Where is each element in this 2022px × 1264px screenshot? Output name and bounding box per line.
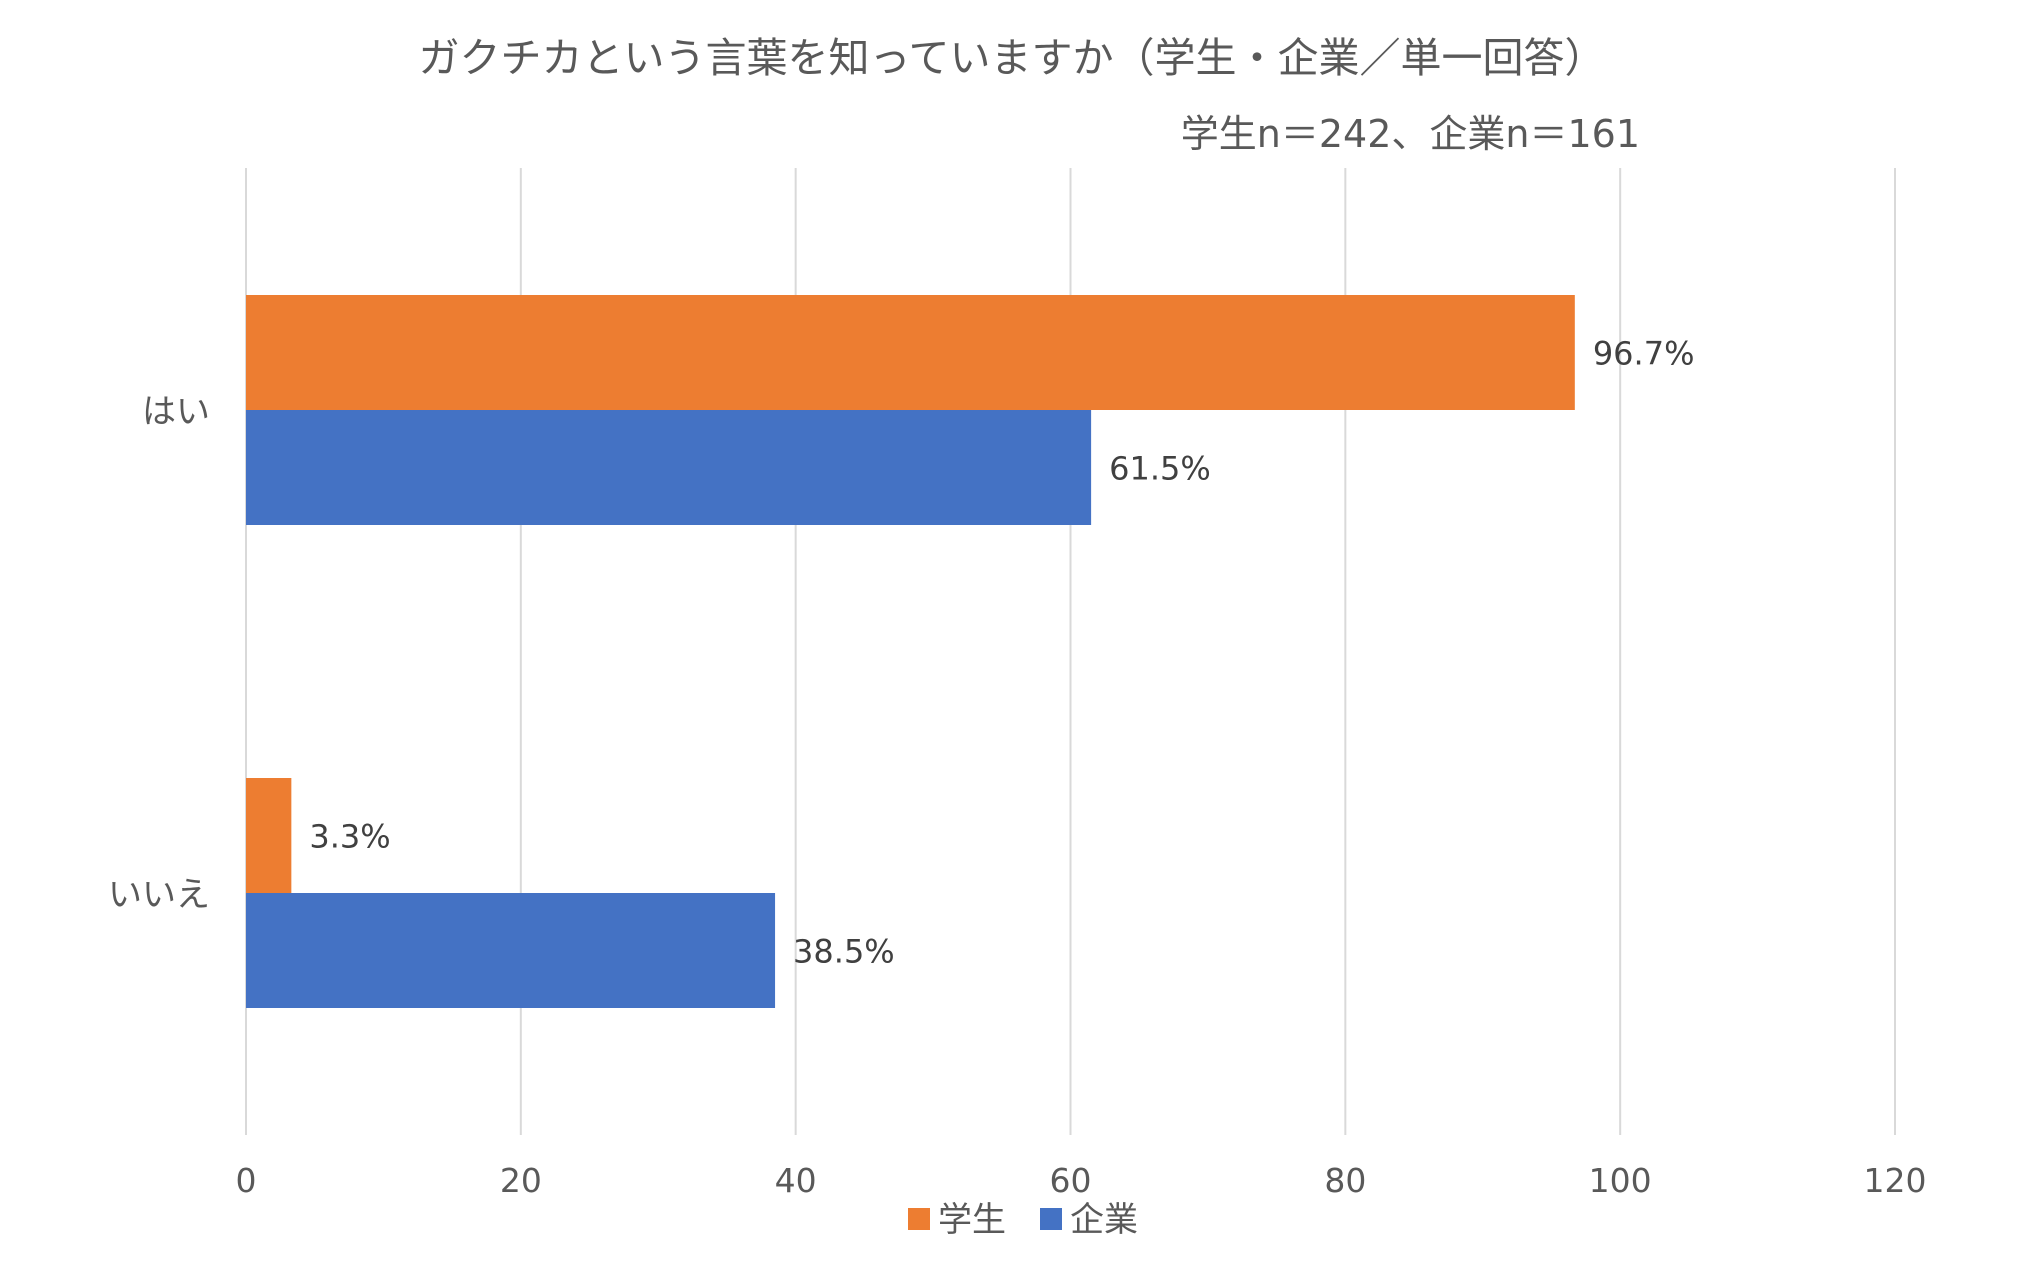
bar-student-0 — [246, 295, 1575, 410]
chart-subtitle: 学生n＝242、企業n＝161 — [1181, 112, 1640, 156]
chart-title: ガクチカという言葉を知っていますか（学生・企業／単一回答） — [419, 34, 1606, 82]
legend-swatch — [1040, 1208, 1062, 1230]
x-tick-label: 0 — [236, 1161, 257, 1200]
legend-swatch — [908, 1208, 930, 1230]
legend-label: 企業 — [1070, 1200, 1138, 1240]
x-tick-label: 80 — [1324, 1161, 1366, 1200]
data-labels: 96.7% 61.5% 3.3% 38.5% — [309, 335, 1694, 971]
legend: 学生 企業 — [908, 1200, 1138, 1240]
y-category-label: いいえ — [108, 875, 210, 915]
legend-label: 学生 — [938, 1200, 1006, 1240]
x-tick-label: 120 — [1864, 1161, 1927, 1200]
x-tick-label: 60 — [1050, 1161, 1092, 1200]
bars — [246, 295, 1575, 1008]
x-tick-label: 40 — [775, 1161, 817, 1200]
bar-student-1 — [246, 778, 292, 893]
x-axis: 0 20 40 60 80 100 120 — [236, 1161, 1927, 1200]
bar-company-0 — [246, 410, 1092, 525]
x-tick-label: 20 — [500, 1161, 542, 1200]
data-label: 3.3% — [309, 818, 390, 856]
data-label: 96.7% — [1593, 335, 1695, 373]
data-label: 38.5% — [793, 933, 895, 971]
bar-company-1 — [246, 893, 776, 1008]
y-category-label: はい — [142, 392, 210, 432]
data-label: 61.5% — [1109, 450, 1211, 488]
x-tick-label: 100 — [1589, 1161, 1652, 1200]
